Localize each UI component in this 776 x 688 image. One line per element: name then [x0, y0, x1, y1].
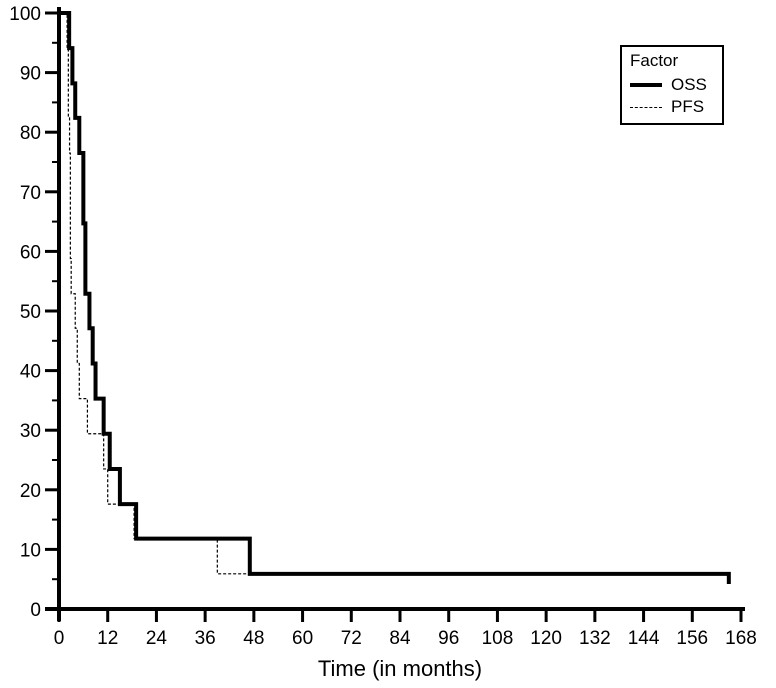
y-tick-label: 30 [20, 421, 41, 442]
y-tick-label: 10 [20, 540, 41, 561]
x-tick-label: 36 [195, 628, 216, 649]
legend-entry-oss: OSS [630, 74, 707, 96]
dashed-line-icon [630, 106, 662, 108]
y-tick-label: 40 [20, 362, 41, 383]
x-tick-label: 144 [628, 628, 660, 649]
x-tick-label: 72 [341, 628, 362, 649]
x-tick-label: 168 [725, 628, 757, 649]
y-tick-label: 90 [20, 64, 41, 85]
y-tick-label: 60 [20, 242, 41, 263]
x-tick-label: 120 [530, 628, 562, 649]
y-tick-label: 100 [9, 4, 41, 25]
legend: Factor OSS PFS [620, 45, 724, 125]
x-tick-label: 12 [97, 628, 118, 649]
legend-entry-pfs: PFS [630, 96, 704, 118]
solid-line-icon [630, 83, 662, 87]
x-axis-title: Time (in months) [318, 656, 482, 681]
axes: 0 10 20 30 40 50 60 70 80 90 100 0 12 24 36 48 60 72 84 96 1… [9, 4, 757, 649]
x-tick-label: 60 [292, 628, 313, 649]
legend-label: PFS [671, 97, 705, 116]
y-tick-label: 0 [30, 600, 41, 621]
x-tick-label: 24 [146, 628, 168, 649]
x-tick-label: 96 [438, 628, 459, 649]
series-layer [59, 11, 731, 584]
y-tick-label: 70 [20, 183, 41, 204]
x-tick-label: 108 [482, 628, 514, 649]
x-tick-label: 132 [579, 628, 611, 649]
legend-title: Factor [630, 51, 679, 70]
legend-label: OSS [671, 75, 707, 94]
y-tick-label: 80 [20, 123, 41, 144]
x-tick-label: 0 [54, 628, 65, 649]
y-tick-label: 50 [20, 302, 41, 323]
series-oss-curve [59, 11, 731, 584]
y-tick-label: 20 [20, 481, 41, 502]
x-tick-label: 84 [389, 628, 411, 649]
x-tick-label: 48 [243, 628, 264, 649]
series-pfs-curve [59, 12, 250, 575]
x-tick-label: 156 [676, 628, 708, 649]
